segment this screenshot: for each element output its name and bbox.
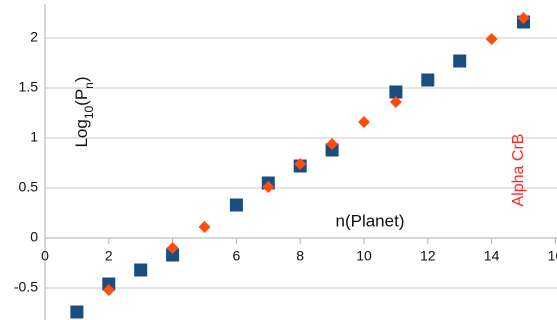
diamond-marker — [389, 96, 402, 108]
x-tick-label: 6 — [233, 248, 241, 264]
diamond-marker — [262, 181, 275, 193]
diamond-marker — [198, 221, 211, 233]
square-marker — [229, 198, 243, 212]
diamond-marker — [102, 284, 115, 296]
y-tick-label: 0.5 — [19, 179, 39, 195]
diamond-marker — [166, 242, 179, 254]
y-tick-label: 2 — [30, 29, 38, 45]
x-axis-title: n(Planet) — [336, 211, 405, 230]
square-marker — [389, 85, 403, 99]
x-tick-label: 14 — [484, 248, 500, 264]
diamond-marker — [485, 33, 498, 45]
grid — [45, 37, 557, 289]
y-axis-title: Log10(Pn) — [72, 76, 96, 147]
diamond-marker — [294, 158, 307, 170]
diamond-marker — [326, 138, 339, 150]
tick-labels: -0.500.511.520246810121416 — [14, 29, 557, 295]
diamond-marker — [517, 12, 530, 24]
x-tick-label: 10 — [356, 248, 372, 264]
y-tick-label: -0.5 — [14, 279, 38, 295]
square-marker — [166, 248, 180, 262]
axes — [44, 4, 557, 320]
square-marker — [134, 263, 148, 277]
x-tick-label: 16 — [548, 248, 557, 264]
square-marker — [453, 54, 467, 68]
data-points — [70, 12, 530, 319]
diamond-marker — [358, 116, 370, 128]
y-tick-label: 1 — [30, 129, 38, 145]
y-tick-label: 0 — [30, 229, 38, 245]
x-tick-label: 12 — [420, 248, 436, 264]
alpha-crb-annotation: Alpha CrB — [510, 134, 527, 207]
x-tick-label: 8 — [296, 248, 304, 264]
x-tick-label: 0 — [41, 248, 49, 264]
y-tick-label: 1.5 — [19, 79, 39, 95]
x-tick-label: 2 — [105, 248, 113, 264]
square-marker — [70, 305, 84, 319]
square-marker — [421, 73, 435, 87]
